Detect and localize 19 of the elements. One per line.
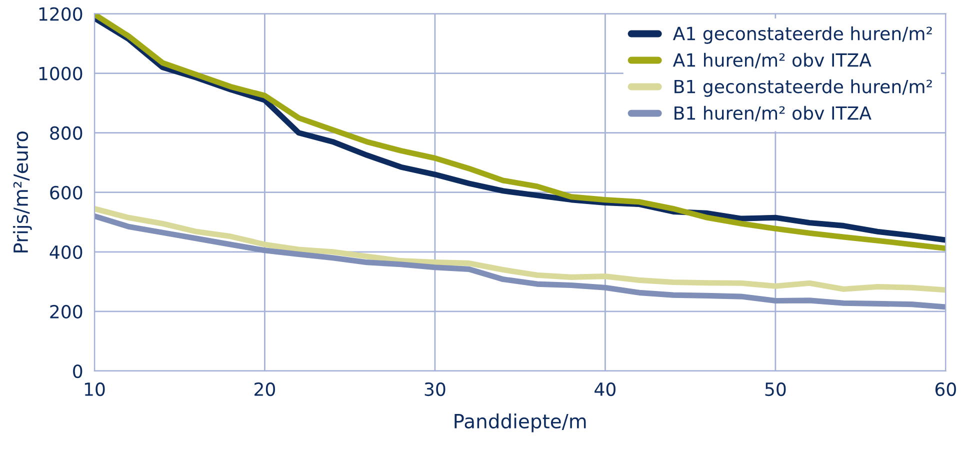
y-tick-label: 1200 <box>39 7 82 21</box>
x-tick-label: 10 <box>84 382 105 396</box>
y-tick-label: 1000 <box>39 66 82 80</box>
x-axis-title: Panddiepte/m <box>454 413 586 432</box>
y-tick-label: 600 <box>50 186 82 200</box>
x-tick-label: 50 <box>765 382 786 396</box>
y-tick-label: 800 <box>50 126 82 140</box>
y-tick-label: 400 <box>50 245 82 260</box>
legend-label: B1 geconstateerde huren/m² <box>674 79 932 97</box>
x-tick-label: 60 <box>935 382 956 396</box>
y-axis-title: Prijs/m²/euro <box>13 131 32 252</box>
x-tick-label: 30 <box>424 382 446 396</box>
y-tick-label: 200 <box>50 304 82 319</box>
legend-label: B1 huren/m² obv ITZA <box>674 106 872 122</box>
y-tick-label: 0 <box>73 364 82 378</box>
x-tick-label: 20 <box>254 382 276 396</box>
legend-label: A1 huren/m² obv ITZA <box>672 52 872 68</box>
legend-label: A1 geconstateerde huren/m² <box>672 26 932 44</box>
x-tick-label: 40 <box>594 382 616 396</box>
